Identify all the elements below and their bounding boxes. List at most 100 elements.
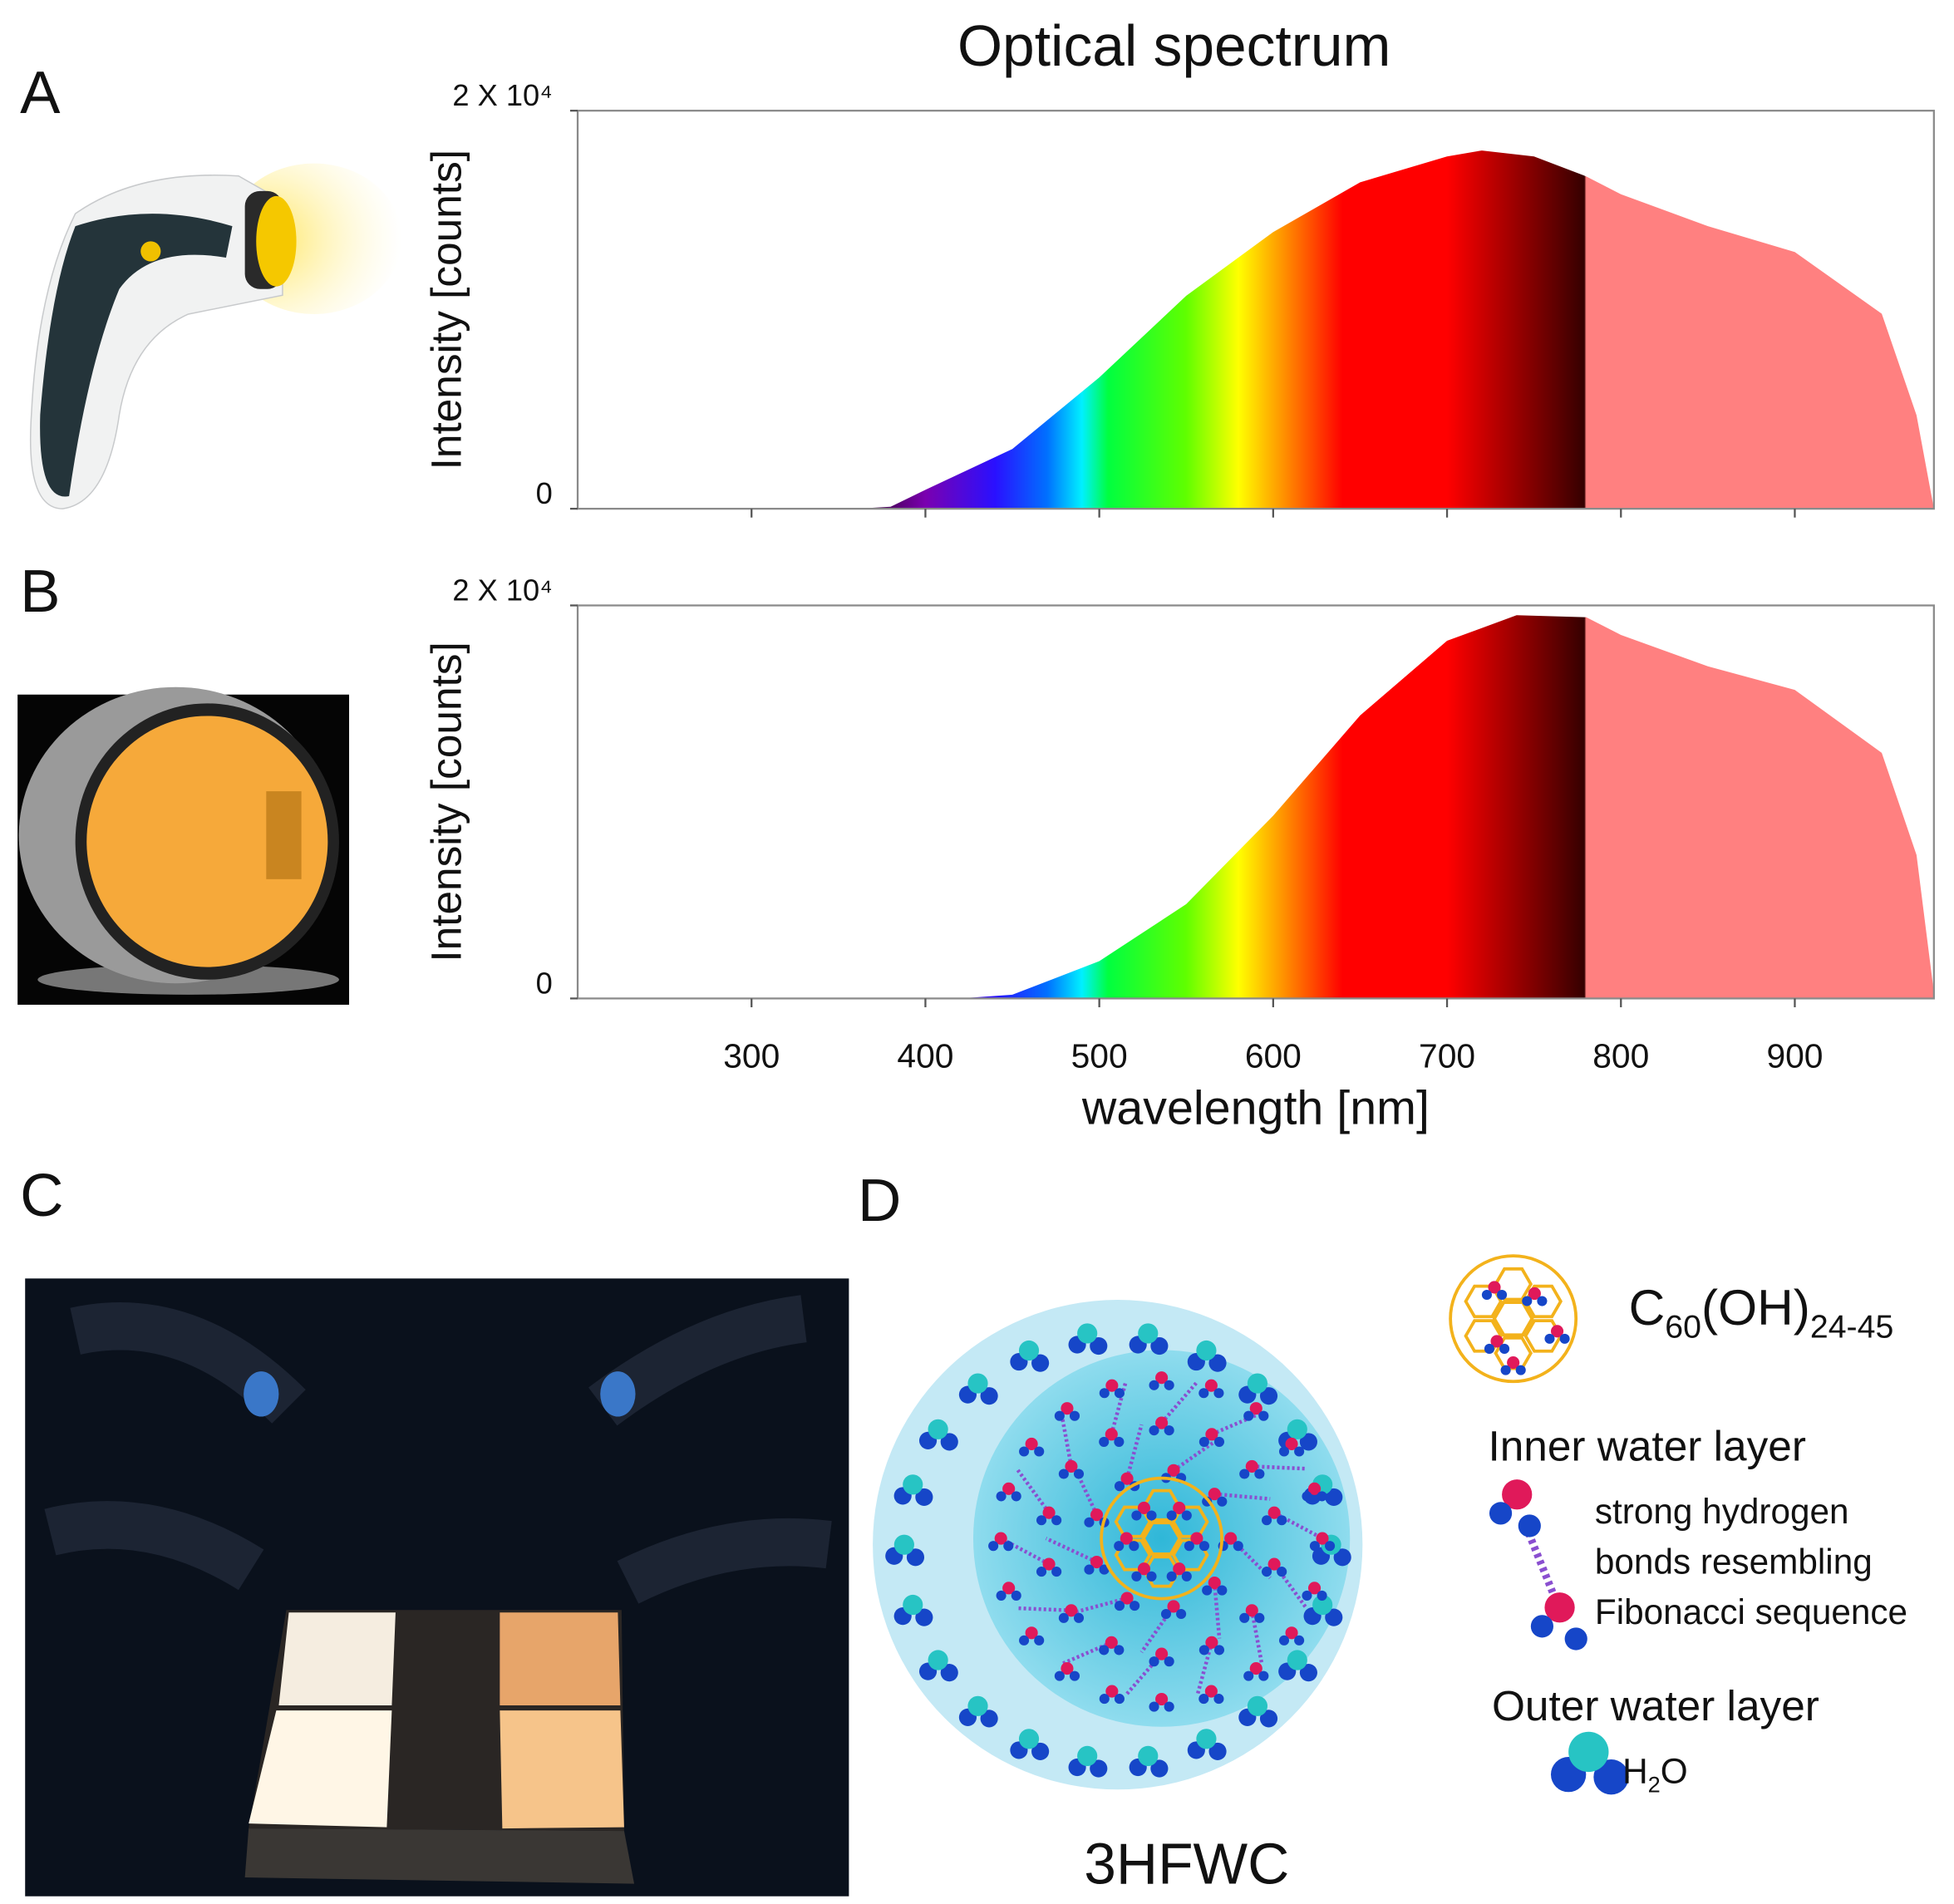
setup-photo-part [278, 1612, 396, 1706]
atom [1245, 1459, 1258, 1473]
oxygen [1593, 1759, 1629, 1795]
legend-text: bonds resembling [1595, 1542, 1873, 1581]
atom [1239, 1469, 1250, 1479]
x-tick-label: 800 [1592, 1037, 1649, 1075]
hydrogen [1196, 1340, 1217, 1361]
atom [1325, 1541, 1336, 1552]
atom [1058, 1469, 1069, 1479]
atom [1239, 1612, 1250, 1623]
chart-title: Optical spectrum [957, 13, 1390, 78]
y-tick-label: 0 [536, 966, 553, 1000]
hydrogen [967, 1695, 988, 1716]
cage-ring [1492, 1301, 1534, 1337]
atom [1011, 1590, 1021, 1601]
atom [1181, 1571, 1192, 1582]
hydrogen-bond [1522, 1524, 1558, 1599]
atom [1034, 1446, 1045, 1457]
x-tick-label: 700 [1419, 1037, 1475, 1075]
plot-frame [576, 110, 1935, 510]
setup-photo [25, 1278, 849, 1897]
atom [1149, 1380, 1159, 1390]
atom [1051, 1515, 1062, 1526]
hydrogen-bond [1252, 1464, 1307, 1471]
atom [1507, 1356, 1520, 1370]
atom [1285, 1437, 1298, 1450]
y-tick-label: 2 X 10⁴ [452, 78, 552, 112]
atom [1515, 1365, 1526, 1375]
hydrogen [1138, 1323, 1159, 1344]
legend-text: Fibonacci sequence [1595, 1592, 1907, 1631]
x-tick-label: 500 [1071, 1037, 1128, 1075]
atom [1130, 1601, 1140, 1611]
atom [1190, 1532, 1203, 1545]
oxygen [1208, 1354, 1227, 1372]
atom [1544, 1592, 1575, 1623]
atom [1120, 1472, 1134, 1485]
atom [1099, 1694, 1110, 1705]
atom [1249, 1662, 1262, 1675]
atom [1481, 1289, 1492, 1301]
x-axis-label: wavelength [nm] [1081, 1081, 1430, 1134]
spectrum-area [855, 150, 1934, 509]
atom [1090, 1508, 1104, 1522]
atom [1307, 1482, 1322, 1495]
device-illustration [29, 163, 402, 509]
atom [1559, 1333, 1570, 1344]
atom [1025, 1626, 1038, 1640]
hydrogen [1287, 1650, 1307, 1670]
atom [996, 1491, 1007, 1502]
atom [1036, 1567, 1047, 1577]
atom [1208, 1576, 1221, 1590]
atom [1164, 1425, 1174, 1436]
device-illustration-part [256, 195, 297, 287]
oxygen [980, 1710, 998, 1728]
legend-title: Inner water layer [1488, 1421, 1806, 1469]
hydrogen [1287, 1419, 1307, 1439]
atom [1302, 1590, 1312, 1601]
water-n: 2 [1648, 1771, 1661, 1797]
formula-count: 60 [1665, 1308, 1701, 1345]
atom [1245, 1604, 1258, 1617]
oxygen [906, 1548, 925, 1567]
hydrogen-bond [1159, 1380, 1199, 1424]
atom [1131, 1510, 1142, 1521]
atom [1061, 1402, 1074, 1415]
water-o: O [1661, 1752, 1688, 1791]
atom [1167, 1600, 1180, 1613]
water-cluster [873, 1300, 1363, 1790]
hydrogen [1018, 1729, 1040, 1749]
atom [1114, 1645, 1125, 1656]
x-tick-label: 900 [1766, 1037, 1823, 1075]
atom [1164, 1701, 1174, 1712]
atom [1011, 1491, 1021, 1502]
atom [1217, 1496, 1228, 1507]
oxygen [915, 1608, 933, 1626]
diagram-caption: 3HFWC [1084, 1832, 1289, 1897]
atom [1114, 1388, 1125, 1399]
atom [1084, 1517, 1095, 1528]
setup-photo-part [500, 1710, 624, 1829]
setup-photo-part [244, 1371, 279, 1417]
atom [1522, 1296, 1533, 1306]
filter-photo-part [266, 791, 302, 879]
atom [1073, 1612, 1085, 1623]
y-axis-label: Intensity [counts] [422, 150, 470, 470]
atom [1090, 1555, 1104, 1569]
oxygen [1259, 1387, 1278, 1405]
x-tick-label: 600 [1245, 1037, 1302, 1075]
atom [1131, 1571, 1142, 1582]
hydrogen-bond [1273, 1511, 1324, 1541]
atom [1213, 1436, 1225, 1447]
atom [1254, 1469, 1265, 1479]
atom [1176, 1608, 1187, 1620]
spectrum-area [960, 615, 1934, 999]
hydrogen [967, 1373, 988, 1394]
hydrogen-bond [1214, 1492, 1271, 1501]
legend-title: Outer water layer [1492, 1681, 1819, 1729]
atom [1137, 1562, 1151, 1576]
atom [1316, 1532, 1329, 1545]
water-h: H [1622, 1752, 1648, 1791]
atom [1149, 1701, 1159, 1712]
oxygen [1090, 1759, 1108, 1778]
